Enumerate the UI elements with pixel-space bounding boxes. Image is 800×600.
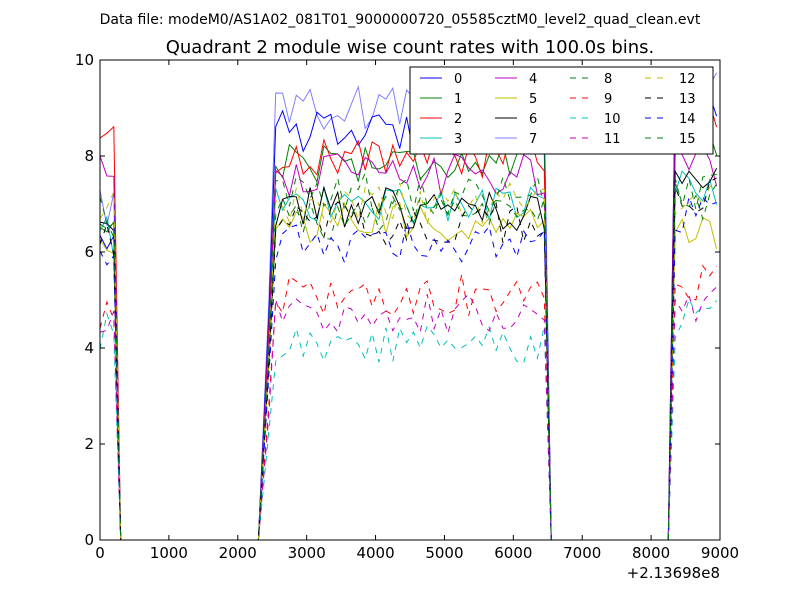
x-tick-label: 0: [95, 544, 105, 562]
x-tick-label: 9000: [701, 544, 739, 562]
legend-label-15: 15: [679, 132, 696, 147]
ticks-layer: 0 1000 2000 3000 4000 5000 6000 7000 8000 9000 0 2 4…: [75, 51, 739, 562]
series-line-2: [100, 90, 718, 540]
axes-frame: [99, 59, 721, 541]
x-tick-label: 5000: [425, 544, 463, 562]
x-tick-label: 7000: [563, 544, 601, 562]
y-tick-label: 6: [84, 243, 94, 261]
legend-label-3: 3: [454, 132, 462, 147]
figure-suptitle: Data file: modeM0/AS1A02_081T01_90000007…: [100, 12, 701, 28]
y-tick-label: 4: [84, 339, 94, 357]
series-line-5: [100, 201, 718, 540]
legend-label-0: 0: [454, 72, 462, 87]
series-line-9: [100, 264, 718, 540]
x-tick-label: 8000: [632, 544, 670, 562]
series-line-4: [100, 146, 718, 540]
y-tick-label: 10: [75, 51, 94, 69]
legend-label-9: 9: [604, 92, 612, 107]
x-tick-label: 6000: [494, 544, 532, 562]
x-tick-label: 3000: [288, 544, 326, 562]
x-tick-label: 4000: [356, 544, 394, 562]
legend-label-7: 7: [529, 132, 537, 147]
legend-label-6: 6: [529, 112, 537, 127]
legend-label-4: 4: [529, 72, 537, 87]
legend-label-8: 8: [604, 72, 612, 87]
chart-title: Quadrant 2 module wise count rates with …: [166, 37, 655, 58]
legend-label-1: 1: [454, 92, 462, 107]
legend-frame: [409, 66, 714, 155]
legend-label-12: 12: [679, 72, 696, 87]
legend-label-13: 13: [679, 92, 696, 107]
y-tick-label: 2: [84, 435, 94, 453]
x-tick-label: 1000: [150, 544, 188, 562]
legend-label-5: 5: [529, 92, 537, 107]
y-tick-label: 8: [84, 147, 94, 165]
legend-label-10: 10: [604, 112, 621, 127]
series-line-6: [100, 167, 718, 540]
series-line-3: [100, 170, 718, 540]
legend-label-2: 2: [454, 112, 462, 127]
legend-label-11: 11: [604, 132, 621, 147]
x-offset-label: +2.13698e8: [627, 564, 720, 582]
x-tick-label: 2000: [219, 544, 257, 562]
series-line-12: [100, 181, 717, 540]
series-line-11: [100, 286, 717, 540]
y-tick-label: 0: [84, 531, 94, 549]
legend-label-14: 14: [679, 112, 696, 127]
